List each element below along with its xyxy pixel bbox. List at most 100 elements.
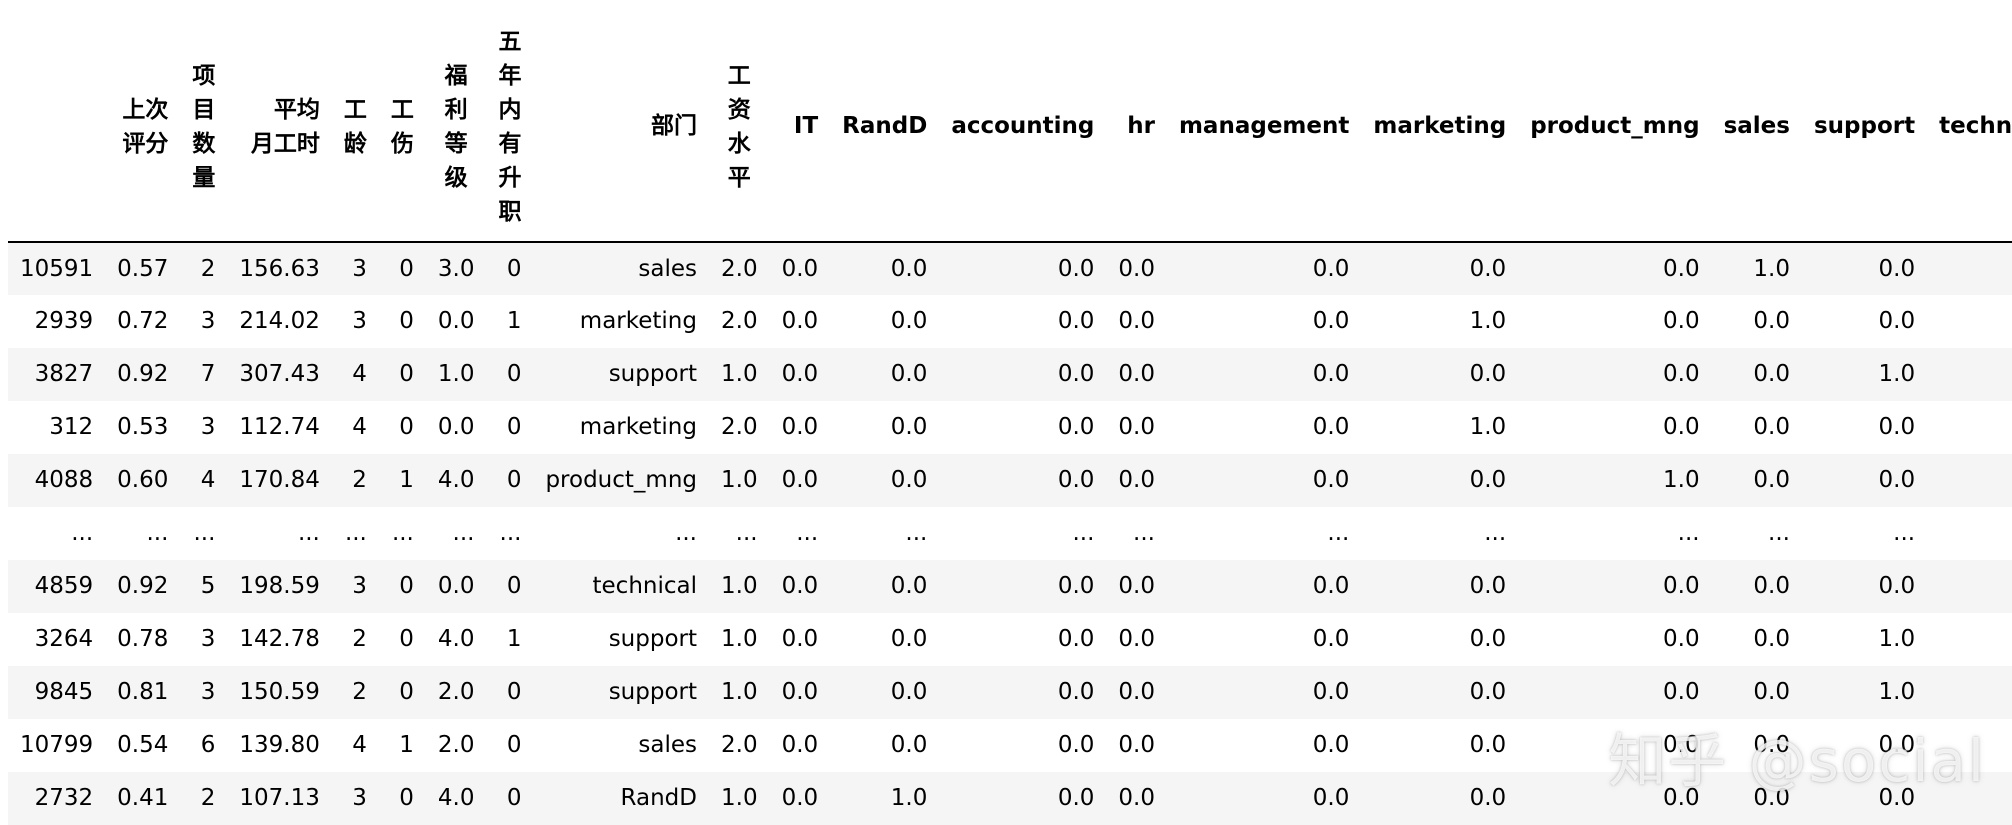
table-cell: 1.0 [721, 467, 758, 493]
table-cell: 4.0 [437, 785, 475, 811]
table-cell: 0.92 [117, 573, 169, 599]
table-cell: 0.0 [1057, 573, 1095, 599]
column-header: 平均 月工时 [227, 12, 332, 243]
table-cell: 0.0 [890, 573, 928, 599]
row-index: 2732 [34, 785, 94, 811]
table-cell: 1.0 [1469, 414, 1507, 440]
table-cell: 2.0 [721, 308, 758, 334]
table-cell: 7 [200, 361, 216, 387]
table-cell: 0.0 [1118, 361, 1155, 387]
table-cell: 3 [200, 679, 216, 705]
table-cell: 1.0 [1878, 361, 1916, 387]
table-cell: RandD [620, 785, 697, 811]
table-cell: 0.0 [1753, 467, 1790, 493]
column-header: support [1801, 12, 1928, 243]
column-header: sales [1711, 12, 1802, 243]
table-cell: 0.0 [1118, 573, 1155, 599]
table-cell: 0.72 [117, 308, 169, 334]
table-cell: 0.92 [117, 361, 169, 387]
dataframe-table: 上次 评分项目数量平均 月工时工龄工伤福利等级五年内有升职部门工资水平 IT RandD… [8, 12, 2012, 825]
table-cell: 0.78 [117, 626, 169, 652]
header-row: 上次 评分项目数量平均 月工时工龄工伤福利等级五年内有升职部门工资水平 IT RandD… [8, 12, 2012, 243]
column-header: 工资水平 [709, 12, 770, 243]
table-cell: 0.0 [1927, 295, 2012, 348]
table-cell: 3 [352, 785, 367, 811]
table-cell: 0.0 [1663, 679, 1700, 705]
table-cell: ... [1893, 520, 1916, 546]
table-cell: 139.80 [239, 732, 320, 758]
table-cell: 0.0 [1927, 613, 2012, 666]
table-cell: 214.02 [239, 308, 320, 334]
table-cell: 0.0 [1878, 732, 1916, 758]
table-cell: 2 [352, 679, 367, 705]
table-cell: 4.0 [437, 467, 475, 493]
table-cell: 2.0 [437, 679, 475, 705]
table-cell: technical [592, 573, 698, 599]
table-cell: 0.0 [781, 467, 819, 493]
table-cell: 0.0 [1663, 785, 1700, 811]
table-cell: 0.0 [890, 679, 928, 705]
table-cell: 0.0 [1057, 626, 1095, 652]
row-index: ... [71, 520, 94, 546]
table-cell: 4 [352, 732, 367, 758]
table-cell: 1.0 [721, 573, 758, 599]
column-header: 工伤 [378, 12, 426, 243]
table-cell: 107.13 [239, 785, 320, 811]
table-cell: ... [391, 520, 414, 546]
table-cell: ... [1133, 520, 1155, 546]
table-cell: 3 [200, 626, 216, 652]
table-cell: 1 [506, 626, 522, 652]
column-header: hr [1106, 12, 1167, 243]
table-cell: 0 [399, 308, 414, 334]
table-cell: 0.0 [1878, 785, 1916, 811]
table-cell: 0.0 [1927, 666, 2012, 719]
table-cell: 0.0 [1118, 308, 1155, 334]
table-cell: 0.0 [1753, 785, 1790, 811]
table-cell: ... [675, 520, 697, 546]
table-cell: 0.0 [781, 361, 819, 387]
table-cell: 0.0 [890, 308, 928, 334]
table-cell: 0.0 [1927, 401, 2012, 454]
table-cell: 0.0 [1753, 308, 1790, 334]
column-header: 福利等级 [425, 12, 487, 243]
table-cell: 1.0 [721, 361, 758, 387]
table-cell: 1 [399, 732, 414, 758]
table-cell: 0.0 [1312, 467, 1350, 493]
table-cell: 3.0 [437, 255, 475, 282]
table-header: 上次 评分项目数量平均 月工时工龄工伤福利等级五年内有升职部门工资水平 IT RandD… [8, 12, 2012, 243]
table-cell: 2.0 [721, 414, 758, 440]
table-cell: 1.0 [1878, 679, 1916, 705]
row-index: 3264 [34, 626, 94, 652]
row-index: 10799 [20, 732, 94, 758]
table-cell: 0.57 [117, 255, 169, 282]
table-cell: 0.54 [117, 732, 169, 758]
table-cell: ... [193, 520, 216, 546]
column-header: 项目数量 [180, 12, 228, 243]
column-header: 五年内有升职 [486, 12, 534, 243]
table-cell: 0.0 [1118, 414, 1155, 440]
table-cell: 0 [506, 679, 522, 705]
table-cell: sales [638, 732, 697, 758]
table-cell: 0.0 [1878, 573, 1916, 599]
table-cell: 2 [200, 785, 216, 811]
table-cell: 0.0 [1878, 467, 1916, 493]
table-cell: 0.0 [1312, 732, 1350, 758]
table-cell: ... [1484, 520, 1507, 546]
table-cell: 3 [352, 308, 367, 334]
table-cell: 0.0 [1663, 361, 1700, 387]
table-cell: 0.0 [1927, 719, 2012, 772]
table-cell: 1.0 [1753, 255, 1790, 282]
table-cell: 0.0 [890, 361, 928, 387]
table-cell: 0.0 [1753, 679, 1790, 705]
table-cell: 2 [200, 255, 216, 282]
table-cell: 0.0 [1312, 679, 1350, 705]
table-cell: 0.0 [1118, 467, 1155, 493]
table-cell: 0.0 [1312, 626, 1350, 652]
table-cell: 0.0 [1469, 255, 1507, 282]
table-cell: 0 [399, 679, 414, 705]
table-cell: 3 [352, 255, 367, 282]
table-cell: 0.0 [781, 732, 819, 758]
row-index: 2939 [34, 308, 94, 334]
table-cell: ... [735, 520, 758, 546]
